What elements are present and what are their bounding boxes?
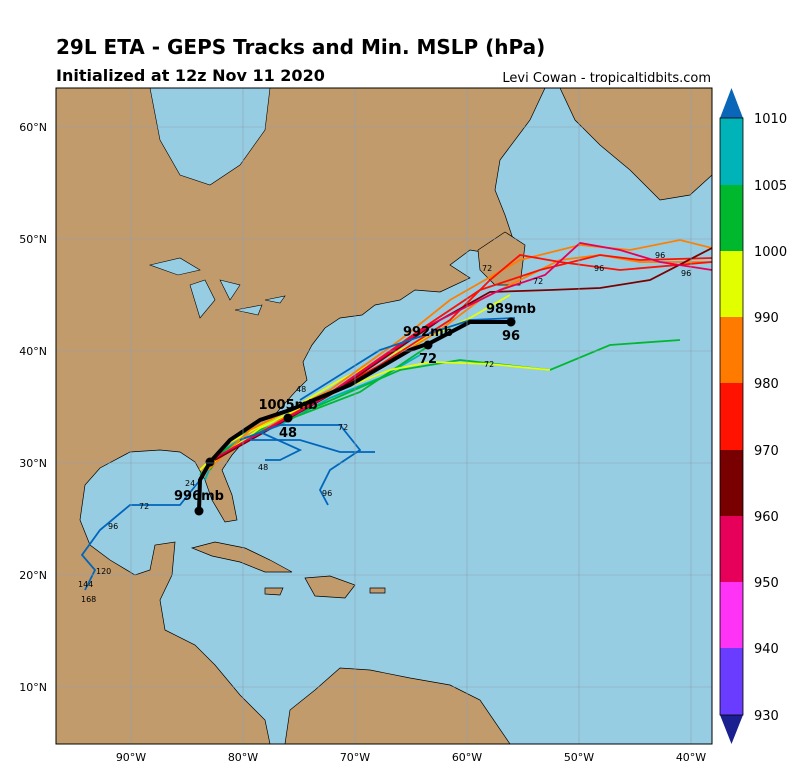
- hour-label: 72: [139, 502, 149, 511]
- jamaica: [264, 587, 284, 596]
- hour-marker-label: 96: [502, 329, 520, 344]
- credit: Levi Cowan - tropicaltidbits.com: [502, 71, 711, 86]
- map: 72 96 120 144 168 24 48 48 72 72 96 72 7…: [56, 88, 712, 744]
- lon-label: 90°W: [116, 751, 146, 764]
- hour-label: 168: [81, 595, 96, 604]
- hour-label: 96: [655, 251, 665, 260]
- track-labels: 996mb 1005mb 48 992mb 72 989mb 96: [174, 302, 536, 504]
- hour-label: 96: [594, 264, 604, 273]
- hour-label: 120: [96, 567, 111, 576]
- lat-label: 50°N: [19, 233, 47, 246]
- colorbar-label: 950: [754, 576, 779, 591]
- land: [56, 88, 712, 744]
- great-lakes: [148, 257, 286, 319]
- colorbar-label: 940: [754, 642, 779, 657]
- cuba: [190, 541, 293, 573]
- north-america: [56, 88, 546, 744]
- colorbar-label: 1005: [754, 179, 787, 194]
- lat-label: 10°N: [19, 681, 47, 694]
- map-frame: [55, 87, 713, 745]
- colorbar-label: 1010: [754, 112, 787, 127]
- hour-label: 96: [322, 489, 332, 498]
- lat-label: 60°N: [19, 121, 47, 134]
- hour-label: 72: [482, 264, 492, 273]
- puerto-rico: [369, 587, 386, 594]
- hudson-bay: [149, 88, 271, 186]
- subtitle: Initialized at 12z Nov 11 2020: [56, 66, 325, 85]
- greenland: [559, 88, 712, 201]
- hispaniola: [304, 575, 356, 599]
- hour-label: 72: [484, 360, 494, 369]
- hour-label: 144: [78, 580, 93, 589]
- lat-label: 20°N: [19, 569, 47, 582]
- colorbar-label: 1000: [754, 245, 787, 260]
- colorbar: 1010 1005 1000 990 980 970 960 950 940 9…: [719, 88, 787, 744]
- colorbar-bottom: [720, 715, 743, 744]
- colorbar-label: 970: [754, 444, 779, 459]
- lat-label: 40°N: [19, 345, 47, 358]
- hour-label: 96: [108, 522, 118, 531]
- colorbar-label: 960: [754, 510, 779, 525]
- lon-label: 40°W: [676, 751, 706, 764]
- newfoundland: [477, 231, 526, 286]
- pressure-label: 989mb: [486, 302, 536, 317]
- lat-label: 30°N: [19, 457, 47, 470]
- lat-labels: 60°N 50°N 40°N 30°N 20°N 10°N: [19, 121, 47, 694]
- hour-marker-label: 72: [419, 352, 437, 367]
- colorbar-label: 990: [754, 311, 779, 326]
- hour-label: 24: [185, 479, 195, 488]
- lon-label: 80°W: [228, 751, 258, 764]
- colorbar-label: 930: [754, 709, 779, 724]
- lon-label: 70°W: [340, 751, 370, 764]
- pressure-label: 992mb: [403, 325, 453, 340]
- graticule: [56, 88, 712, 744]
- hour-marker-label: 48: [279, 426, 297, 441]
- inland-water: [148, 88, 286, 319]
- title: 29L ETA - GEPS Tracks and Min. MSLP (hPa…: [56, 35, 545, 59]
- colorbar-top: [720, 88, 743, 118]
- hour-label: 48: [258, 463, 268, 472]
- colorbar-label: 980: [754, 377, 779, 392]
- hour-label: 48: [296, 385, 306, 394]
- hour-label: 96: [681, 269, 691, 278]
- hour-label: 72: [533, 277, 543, 286]
- pressure-label: 1005mb: [258, 398, 317, 413]
- hour-labels: 72 96 120 144 168 24 48 48 72 72 96 72 7…: [78, 251, 691, 604]
- hour-label: 72: [338, 423, 348, 432]
- lon-label: 50°W: [564, 751, 594, 764]
- lon-label: 60°W: [452, 751, 482, 764]
- pressure-label: 996mb: [174, 489, 224, 504]
- ensemble-tracks: [80, 239, 712, 591]
- track-points: [194, 317, 516, 516]
- lon-labels: 90°W 80°W 70°W 60°W 50°W 40°W: [116, 751, 706, 764]
